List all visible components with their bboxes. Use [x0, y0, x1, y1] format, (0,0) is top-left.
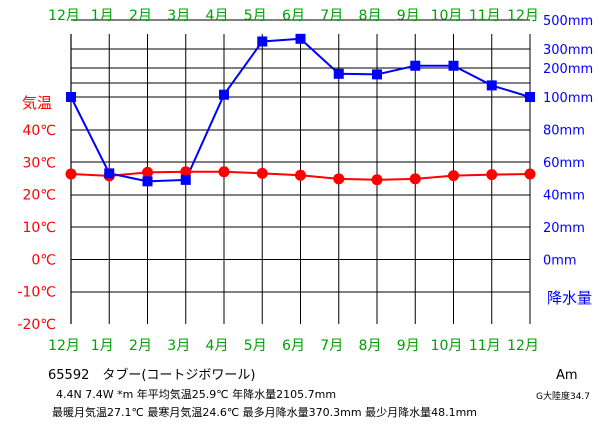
month-label-top: 3月: [167, 8, 190, 24]
temp-tick-label: 10℃: [22, 220, 56, 236]
temperature-point: [333, 173, 345, 185]
month-label-bottom: 2月: [129, 338, 152, 354]
temperature-point: [65, 168, 77, 180]
month-label-top: 12月: [507, 8, 539, 24]
month-label-bottom: 4月: [206, 338, 229, 354]
month-label-bottom: 10月: [431, 338, 463, 354]
temp-tick-label: 20℃: [22, 188, 56, 204]
precipitation-point: [525, 92, 535, 102]
temperature-point: [142, 166, 153, 178]
temperature-point: [256, 167, 268, 179]
month-label-top: 12月: [48, 8, 80, 24]
koppen-class: Am: [556, 368, 578, 383]
month-label-top: 9月: [397, 8, 420, 24]
month-label-bottom: 9月: [397, 338, 420, 354]
temperature-point: [218, 166, 230, 178]
precip-axis-title: 降水量: [547, 289, 592, 307]
month-label-top: 11月: [469, 8, 501, 24]
precipitation-point: [219, 89, 229, 100]
month-label-top: 1月: [91, 8, 114, 24]
precip-tick-label: 200mm: [543, 62, 593, 77]
continentality: G大陸度34.7: [536, 392, 591, 402]
month-label-bottom: 3月: [167, 338, 190, 354]
station-title: 65592 タブー(コートジボワール): [48, 368, 256, 383]
precipitation-point: [448, 60, 459, 71]
month-label-bottom: 7月: [320, 338, 343, 354]
month-label-top: 2月: [129, 8, 152, 24]
temp-axis-title: 気温: [22, 94, 52, 112]
month-label-top: 5月: [244, 8, 267, 24]
precip-tick-label: 100mm: [543, 91, 593, 106]
precipitation-point: [333, 68, 344, 79]
temperature-point: [524, 168, 536, 180]
temperature-point: [371, 174, 383, 186]
month-label-top: 4月: [206, 8, 229, 24]
station-extremes: 最暖月気温27.1℃ 最寒月気温24.6℃ 最多月降水量370.3mm 最少月降…: [52, 406, 478, 419]
temp-tick-label: -20℃: [17, 317, 56, 333]
temperature-point: [409, 173, 421, 185]
station-summary: 4.4N 7.4W *m 年平均気温25.9℃ 年降水量2105.7mm: [56, 388, 337, 401]
precip-tick-label: 20mm: [543, 221, 585, 236]
precipitation-point: [295, 33, 306, 44]
precip-tick-label: 80mm: [543, 124, 585, 139]
series-markers: [65, 33, 536, 187]
temperature-point: [448, 170, 459, 182]
month-label-bottom: 11月: [469, 338, 501, 354]
precip-tick-label: 500mm: [543, 14, 593, 29]
month-label-bottom: 5月: [244, 338, 267, 354]
precipitation-point: [104, 168, 115, 179]
precipitation-point: [66, 92, 76, 102]
axis-labels: 12月 1月 2月 3月 4月 5月 6月 7月 8月 9月 10月 11月 12月 12月 1月 2月 3月 4…: [17, 8, 593, 354]
temp-tick-label: 40℃: [22, 123, 56, 139]
precipitation-point: [180, 174, 191, 185]
temp-tick-label: -10℃: [17, 285, 56, 301]
month-label-bottom: 12月: [507, 338, 539, 354]
temp-tick-label: 30℃: [22, 155, 56, 171]
precip-tick-label: 60mm: [543, 156, 585, 171]
month-label-top: 6月: [282, 8, 305, 24]
temperature-point: [486, 169, 498, 181]
month-label-bottom: 8月: [359, 338, 382, 354]
month-label-top: 10月: [431, 8, 463, 24]
month-label-bottom: 6月: [282, 338, 305, 354]
precipitation-point: [486, 80, 497, 91]
precipitation-point: [257, 36, 268, 47]
temperature-point: [180, 166, 192, 178]
precipitation-point: [372, 69, 382, 80]
precip-tick-label: 40mm: [543, 189, 585, 204]
month-label-bottom: 12月: [48, 338, 80, 354]
month-label-top: 8月: [359, 8, 382, 24]
temp-tick-label: 0℃: [31, 252, 56, 268]
month-label-bottom: 1月: [91, 338, 114, 354]
temperature-point: [295, 169, 306, 181]
precip-tick-label: 0mm: [543, 254, 577, 269]
precipitation-point: [410, 60, 421, 71]
precip-tick-label: 300mm: [543, 43, 593, 58]
precipitation-point: [142, 176, 153, 187]
month-label-top: 7月: [320, 8, 343, 24]
